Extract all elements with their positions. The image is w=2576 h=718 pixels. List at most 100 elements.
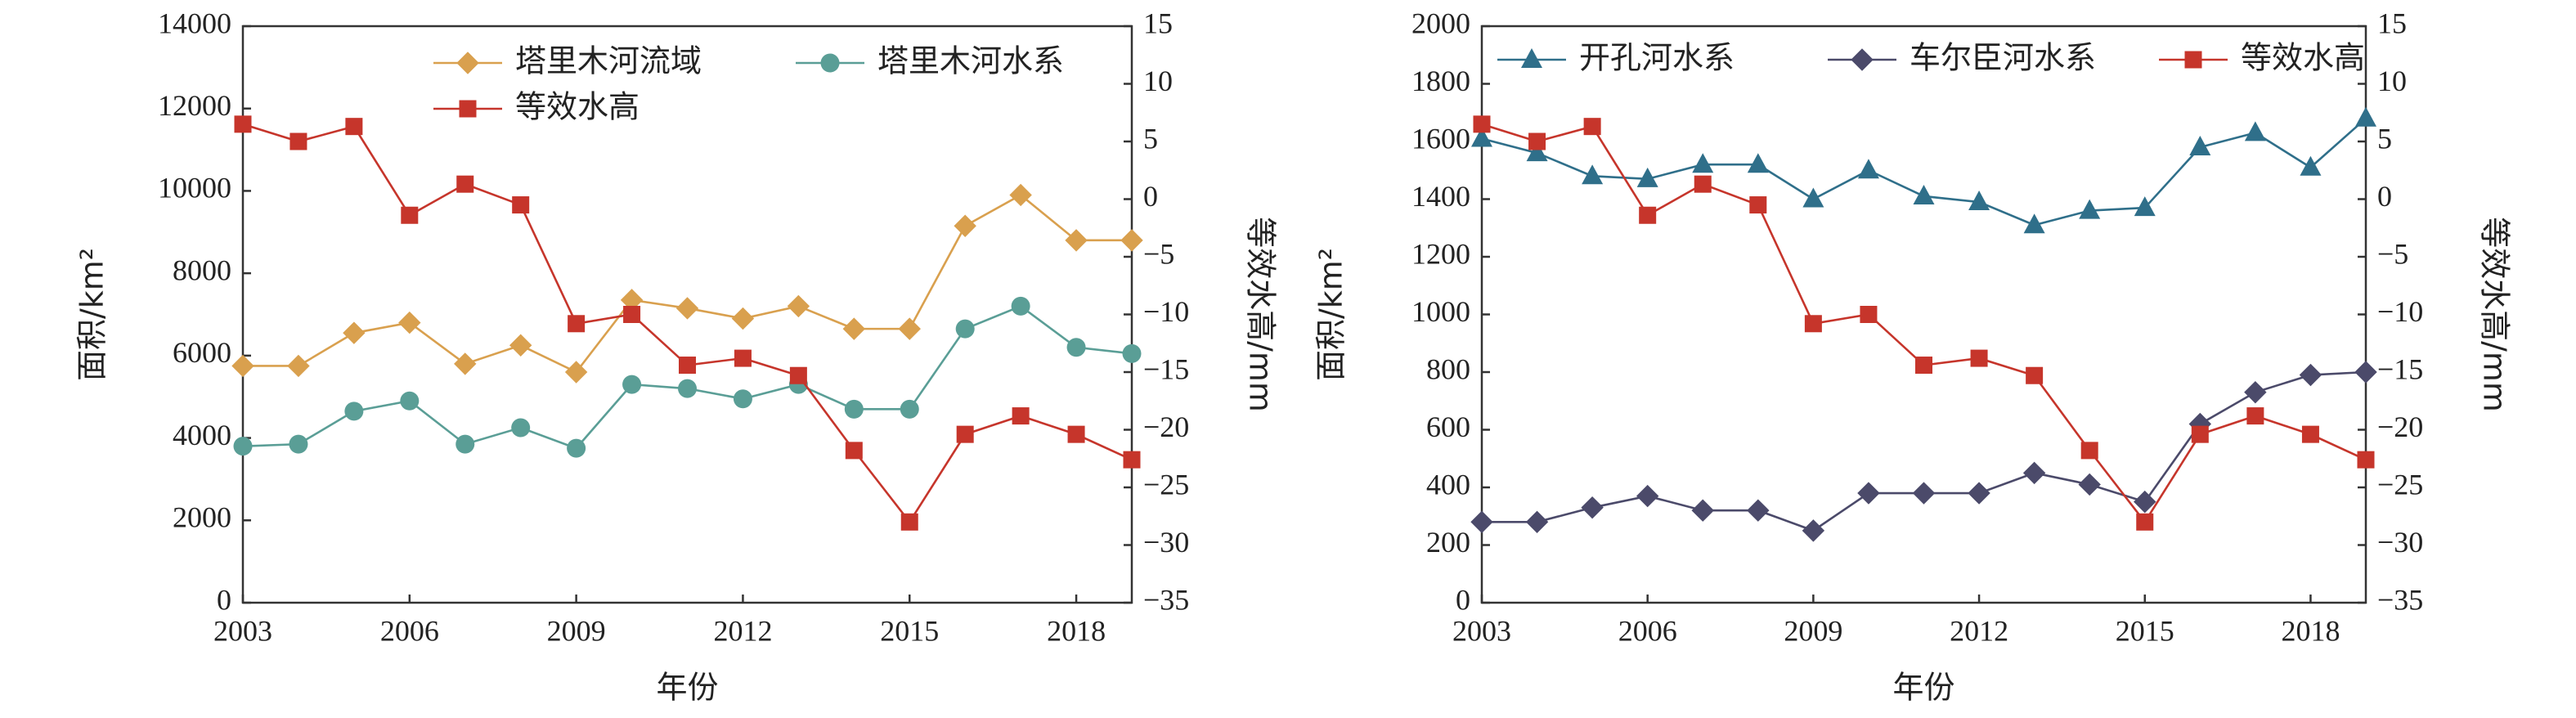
y2-tick-label: −25	[1143, 468, 1189, 500]
x-tick-label: 2009	[547, 614, 606, 647]
chart-left: 2003 2006 2009 2012 2015 2018 0 2000 4000 6000 800…	[74, 7, 1279, 705]
data-point	[2134, 196, 2156, 217]
legend-marker	[1851, 48, 1874, 71]
data-point	[234, 115, 252, 133]
data-point	[401, 206, 419, 224]
x-tick-label: 2003	[213, 614, 272, 647]
data-point	[398, 311, 421, 334]
data-point	[233, 437, 253, 456]
y2-tick-label: 0	[1143, 180, 1158, 213]
data-point	[2026, 366, 2044, 384]
data-point	[1065, 229, 1088, 252]
y-axis-title: 面积/km²	[1313, 248, 1349, 381]
y-tick-label: 400	[1426, 468, 1470, 500]
data-point	[1636, 167, 1658, 187]
data-point	[734, 349, 752, 367]
data-point	[2189, 136, 2211, 156]
plot-frame	[1480, 25, 2367, 604]
data-point	[2022, 461, 2046, 485]
data-point	[568, 315, 586, 333]
data-point	[400, 391, 420, 411]
data-point	[289, 132, 307, 150]
data-point	[1009, 183, 1032, 207]
y2-tick-label: −5	[1143, 237, 1174, 270]
x-tick-label: 2012	[1950, 614, 2008, 647]
y-tick-label: 6000	[173, 336, 231, 369]
y2-tick-label: −15	[1143, 352, 1189, 385]
data-point	[2134, 490, 2156, 514]
y-tick-label: 1200	[1411, 237, 1470, 270]
y2-tick-label: −15	[2377, 352, 2423, 385]
legend-marker	[456, 52, 479, 74]
legend-label: 等效水高	[515, 89, 640, 125]
y2-tick-label: −30	[1143, 526, 1189, 559]
data-point	[1968, 191, 1990, 211]
legend-label: 开孔河水系	[1579, 40, 1735, 76]
data-point	[898, 317, 921, 340]
y2-tick-label: 5	[2377, 122, 2392, 155]
data-point	[345, 118, 363, 136]
data-point	[787, 294, 810, 318]
data-point	[1011, 296, 1030, 316]
data-point	[2191, 425, 2209, 443]
data-point	[289, 434, 308, 454]
data-point	[1857, 159, 1879, 179]
data-point	[900, 399, 919, 419]
legend-label: 车尔臣河水系	[1910, 40, 2096, 76]
y2-tick-label: −30	[2377, 526, 2423, 559]
data-point	[1860, 306, 1878, 323]
data-point	[2357, 451, 2375, 469]
data-point	[1639, 206, 1657, 224]
legend-marker	[1521, 48, 1542, 68]
y-tick-label: 4000	[173, 419, 231, 451]
data-point	[955, 319, 975, 339]
data-point	[2244, 380, 2267, 404]
y-tick-label: 1800	[1411, 65, 1470, 97]
data-point	[287, 354, 310, 378]
data-point	[454, 352, 477, 375]
data-point	[2355, 106, 2376, 127]
data-point	[1120, 229, 1143, 252]
x-tick-label: 2012	[713, 614, 772, 647]
data-point	[623, 306, 641, 323]
series-line-2	[242, 123, 1133, 524]
data-point	[2300, 155, 2322, 176]
y2-tick-label: −25	[2377, 468, 2423, 500]
y2-tick-label: −35	[1143, 583, 1189, 616]
y-tick-label: 800	[1426, 352, 1470, 385]
x-tick-label: 2018	[2281, 614, 2340, 647]
data-point	[1526, 141, 1548, 162]
data-point	[1694, 175, 1712, 193]
y2-tick-label: 0	[2377, 180, 2392, 213]
data-point	[844, 399, 864, 419]
data-point	[231, 354, 254, 378]
data-point	[1582, 164, 1604, 185]
x-tick-label: 2006	[380, 614, 439, 647]
y2-tick-label: 5	[1143, 122, 1158, 155]
data-point	[1067, 425, 1085, 443]
data-point	[1804, 315, 1822, 333]
y2-axis-title: 等效水高/mm	[2477, 217, 2513, 412]
data-point	[1912, 482, 1936, 505]
data-point	[1528, 132, 1546, 150]
y-tick-label: 2000	[1411, 7, 1470, 39]
data-point	[512, 196, 530, 214]
legend-label: 塔里木河水系	[877, 43, 1064, 79]
data-point	[456, 175, 474, 193]
data-point	[1066, 338, 1086, 357]
data-point	[564, 361, 588, 384]
y-axis-title: 面积/km²	[74, 248, 110, 381]
x-axis-title: 年份	[656, 670, 718, 706]
data-point	[733, 389, 752, 409]
y2-tick-label: −20	[2377, 411, 2423, 443]
y2-tick-label: 15	[1143, 7, 1173, 39]
data-point	[1802, 187, 1824, 208]
y2-tick-label: −10	[1143, 295, 1189, 328]
y2-tick-label: −20	[1143, 411, 1189, 443]
data-point	[954, 214, 976, 237]
y-tick-label: 14000	[158, 7, 231, 39]
data-point	[1691, 499, 1714, 522]
x-tick-label: 2015	[2116, 614, 2174, 647]
data-point	[509, 334, 532, 357]
